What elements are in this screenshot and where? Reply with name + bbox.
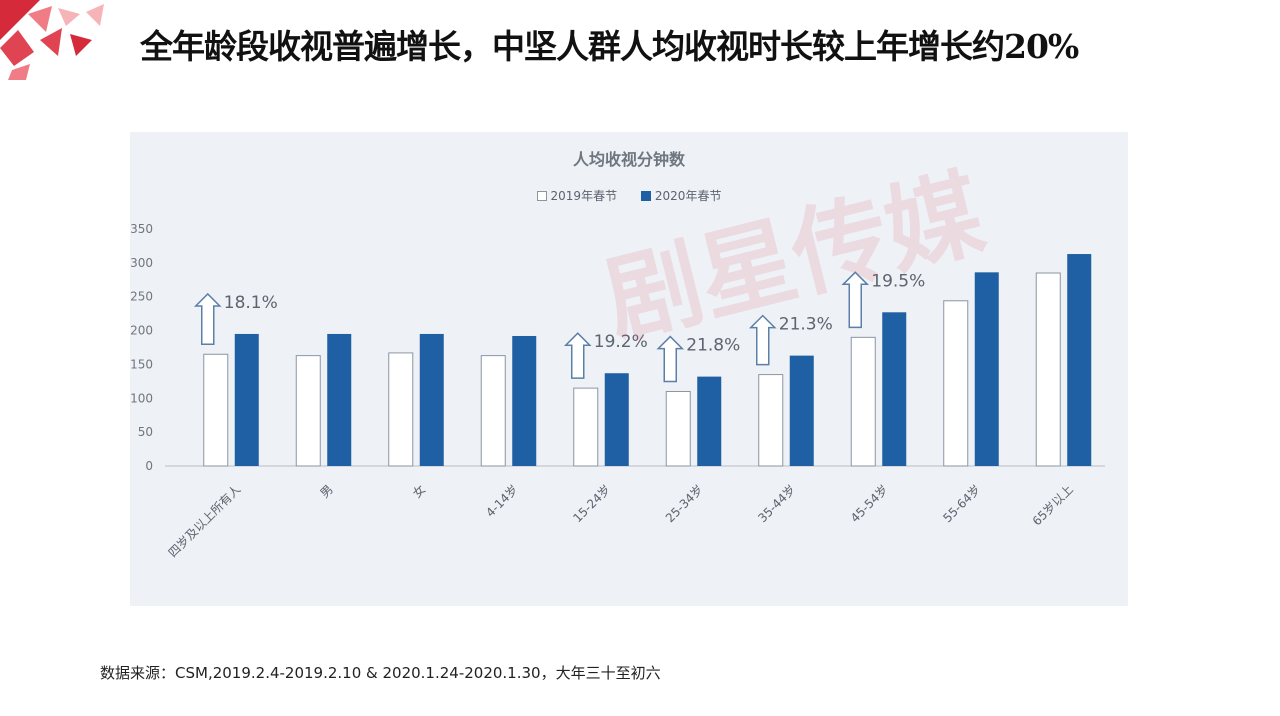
bar-2019: [480, 355, 506, 467]
chart-legend: 2019年春节 2020年春节: [130, 187, 1128, 204]
chart-title: 人均收视分钟数: [572, 150, 685, 169]
bar-2019: [295, 355, 321, 467]
bar-2019: [1035, 272, 1061, 467]
x-tick-label: 45-54岁: [847, 482, 891, 526]
x-tick-label: 男: [317, 482, 335, 500]
page-title: 全年龄段收视普遍增长，中坚人群人均收视时长较上年增长约20%: [140, 27, 1079, 66]
bar-2019: [850, 336, 876, 467]
bar-2019: [388, 352, 414, 467]
y-tick-label: 200: [130, 324, 153, 338]
growth-arrow-icon: [563, 332, 592, 379]
x-tick-label: 55-64岁: [940, 482, 984, 526]
y-tick-label: 300: [130, 256, 153, 270]
bar-2019: [203, 353, 229, 467]
bar-2020: [327, 333, 352, 466]
growth-label: 18.1%: [224, 293, 278, 313]
growth-arrow-icon: [841, 271, 870, 329]
bar-2020: [512, 335, 537, 466]
bar-2019: [665, 391, 691, 467]
chart-panel: 0 50 100 150 200 250 300 350 四岁及以上所有人 18.1% 男 女 4-14…: [130, 132, 1128, 606]
bar-2020: [604, 373, 629, 466]
x-tick-label: 15-24岁: [570, 482, 614, 526]
growth-label: 21.3%: [779, 315, 833, 335]
legend-item-2020: 2020年春节: [640, 187, 722, 204]
brand-logo-icon: [0, 0, 104, 80]
y-tick-label: 250: [130, 290, 153, 304]
growth-label: 21.8%: [686, 336, 740, 356]
legend-swatch-2020: [640, 191, 651, 201]
bar-2019: [943, 300, 969, 467]
y-tick-label: 50: [138, 425, 153, 439]
bar-2020: [789, 355, 814, 466]
legend-swatch-2019: [536, 191, 547, 201]
legend-label-2019: 2019年春节: [550, 189, 618, 203]
x-tick-label: 4-14岁: [483, 482, 521, 520]
y-tick-label: 100: [130, 391, 153, 405]
bar-2019: [758, 374, 784, 467]
x-tick-label: 女: [409, 482, 428, 501]
growth-arrow-icon: [193, 292, 222, 346]
growth-arrow-icon: [656, 335, 685, 383]
y-tick-label: 0: [145, 459, 153, 473]
x-tick-label: 65岁以上: [1029, 482, 1076, 529]
bar-2020: [882, 312, 907, 466]
bar-2020: [974, 272, 999, 466]
growth-arrow-icon: [748, 314, 777, 366]
y-tick-label: 150: [130, 357, 153, 371]
x-tick-label: 35-44岁: [755, 482, 799, 526]
growth-label: 19.2%: [594, 332, 648, 352]
bar-2020: [1067, 254, 1092, 466]
x-tick-label: 25-34岁: [662, 482, 706, 526]
bar-chart: 0 50 100 150 200 250 300 350 四岁及以上所有人 18.1% 男 女 4-14…: [130, 222, 1105, 560]
source-note: 数据来源：CSM,2019.2.4-2019.2.10 & 2020.1.24-…: [100, 664, 661, 682]
bar-2019: [573, 387, 599, 467]
x-tick-label: 四岁及以上所有人: [165, 482, 243, 560]
bar-2020: [697, 376, 722, 466]
bar-2020: [419, 333, 444, 466]
legend-item-2019: 2019年春节: [536, 187, 618, 204]
growth-label: 19.5%: [871, 271, 925, 291]
bar-2020: [234, 333, 259, 466]
y-tick-label: 350: [130, 222, 153, 236]
legend-label-2020: 2020年春节: [654, 189, 722, 203]
